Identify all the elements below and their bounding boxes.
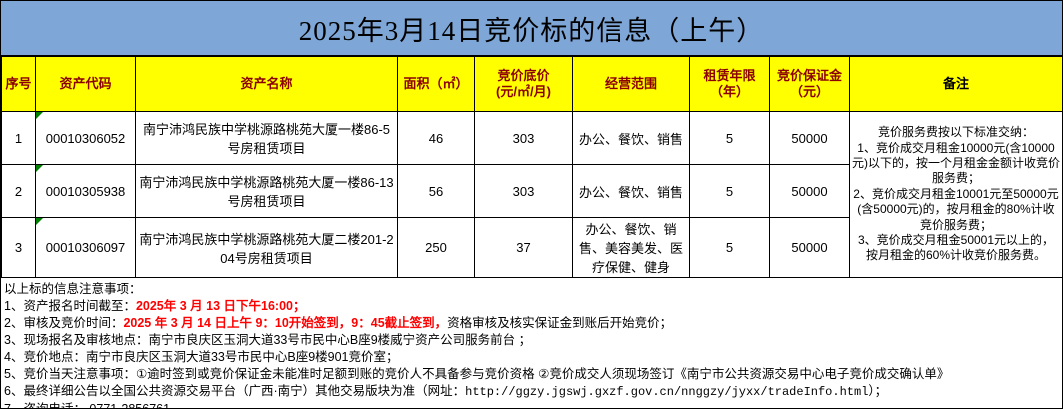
cell-asset-code: 00010305938: [35, 164, 136, 218]
cell-business-scope: 办公、餐饮、销售: [572, 164, 690, 218]
note-text: 6、最终详细公告以全国公共资源交易平台（广西·南宁）其他交易版块为准（网址：: [4, 384, 466, 398]
cell-deposit: 50000: [769, 217, 850, 278]
cell-asset-code: 00010306097: [35, 217, 136, 278]
green-corner-indicator-icon: [36, 218, 43, 225]
note-text: 资格审核及核实保证金到账后开始竞价；: [447, 316, 673, 330]
note-text: ）；: [868, 384, 888, 398]
cell-remark: 竞价服务费按以下标准交纳： 1、竞价成交月租金10000元(含10000元)以下…: [849, 111, 1062, 278]
remark-line: 2、竞价成交月租金10001元至50000元(含50000元)的，按月租金的80…: [853, 186, 1059, 232]
cell-floor-price: 303: [474, 164, 573, 218]
col-header-business-scope: 经营范围: [572, 56, 690, 112]
col-header-deposit: 竞价保证金 （元）: [769, 56, 850, 112]
notes-heading: 以上标的信息注意事项：: [4, 282, 142, 296]
col-header-no: 序号: [1, 56, 36, 112]
cell-lease-years: 5: [689, 111, 770, 165]
note-text: 2、审核及竞价时间：: [4, 316, 124, 330]
col-header-remark: 备注: [849, 56, 1062, 112]
asset-code-text: 00010305938: [45, 183, 126, 199]
cell-business-scope: 办公、餐饮、销售: [572, 111, 690, 165]
cell-no: 1: [1, 111, 36, 165]
cell-lease-years: 5: [689, 164, 770, 218]
table-row: 3 00010306097 南宁沛鸿民族中学桃源路桃苑大厦二楼201-204号房…: [1, 217, 1063, 278]
remark-line: 3、竞价成交月租金50001元以上的，按月租金的60%计收竞价服务费。: [857, 232, 1055, 263]
note-line: 1、资产报名时间截至：2025年 3 月 13 日下午16:00；: [4, 298, 1062, 315]
notes-section: 以上标的信息注意事项： 1、资产报名时间截至：2025年 3 月 13 日下午1…: [1, 278, 1062, 409]
note-line: 5、竞价当天注意事项：①逾时签到或竞价保证金未能准时足额到账的竞价人不具备参与竞…: [4, 366, 1062, 383]
col-header-asset-code: 资产代码: [35, 56, 136, 112]
header-row: 序号 资产代码 资产名称 面积（㎡） 竞价底价 (元/㎡/月) 经营范围 租赁年…: [1, 56, 1062, 112]
bidding-table: 序号 资产代码 资产名称 面积（㎡） 竞价底价 (元/㎡/月) 经营范围 租赁年…: [1, 56, 1063, 278]
note-text: 7、咨询电话： 0771-2856761。: [4, 402, 183, 409]
cell-deposit: 50000: [769, 164, 850, 218]
note-line: 7、咨询电话： 0771-2856761。: [4, 401, 1062, 409]
page-title: 2025年3月14日竞价标的信息（上午）: [1, 1, 1062, 56]
cell-deposit: 50000: [769, 111, 850, 165]
cell-asset-name: 南宁沛鸿民族中学桃源路桃苑大厦一楼86-5号房租赁项目: [135, 111, 398, 165]
asset-code-text: 00010306097: [45, 240, 126, 255]
note-line: 2、审核及竞价时间：2025 年 3 月 14 日上午 9：10开始签到，9：4…: [4, 315, 1062, 332]
announcement-url: http://ggzy.jgswj.gxzf.gov.cn/nnggzy/jyx…: [465, 385, 869, 399]
note-red-text: 2025年 3 月 13 日下午16:00；: [135, 299, 306, 313]
cell-asset-name: 南宁沛鸿民族中学桃源路桃苑大厦二楼201-204号房租赁项目: [135, 217, 398, 278]
note-text: 5、竞价当天注意事项：①逾时签到或竞价保证金未能准时足额到账的竞价人不具备参与竞…: [4, 367, 950, 381]
remark-line: 竞价服务费按以下标准交纳：: [877, 125, 1034, 140]
cell-area: 250: [397, 217, 475, 278]
green-corner-indicator-icon: [36, 165, 43, 172]
note-text: 3、现场报名及审核地点：南宁市良庆区玉洞大道33号市民中心B座9楼威宁资产公司服…: [4, 333, 532, 347]
asset-code-text: 00010306052: [45, 130, 126, 146]
note-line: 6、最终详细公告以全国公共资源交易平台（广西·南宁）其他交易版块为准（网址：ht…: [4, 383, 1062, 401]
note-line: 3、现场报名及审核地点：南宁市良庆区玉洞大道33号市民中心B座9楼威宁资产公司服…: [4, 332, 1062, 349]
col-header-asset-name: 资产名称: [135, 56, 398, 112]
cell-no: 2: [1, 164, 36, 218]
col-header-area: 面积（㎡）: [397, 56, 475, 112]
cell-no: 3: [1, 217, 36, 278]
remark-line: 1、竞价成交月租金10000元(含10000元)以下的，按一个月租金金额计收竞价…: [852, 140, 1060, 186]
note-text: 4、竞价地点：南宁市良庆区玉洞大道33号市民中心B座9楼901竞价室；: [4, 350, 399, 364]
note-line: 4、竞价地点：南宁市良庆区玉洞大道33号市民中心B座9楼901竞价室；: [4, 349, 1062, 366]
note-text: 1、资产报名时间截至：: [4, 299, 136, 313]
col-header-floor-price: 竞价底价 (元/㎡/月): [474, 56, 573, 112]
cell-area: 56: [397, 164, 475, 218]
cell-business-scope: 办公、餐饮、销售、美容美发、医疗保健、健身: [572, 217, 690, 278]
cell-lease-years: 5: [689, 217, 770, 278]
cell-asset-name: 南宁沛鸿民族中学桃源路桃苑大厦一楼86-13号房租赁项目: [135, 164, 398, 218]
cell-asset-code: 00010306052: [35, 111, 136, 165]
table-row: 1 00010306052 南宁沛鸿民族中学桃源路桃苑大厦一楼86-5号房租赁项…: [1, 111, 1062, 278]
col-header-lease-years: 租赁年限 （年）: [689, 56, 770, 112]
note-red-text: 2025 年 3 月 14 日上午 9：10开始签到，9：45截止签到，: [123, 316, 448, 330]
cell-floor-price: 303: [474, 111, 573, 165]
table-row: 2 00010305938 南宁沛鸿民族中学桃源路桃苑大厦一楼86-13号房租赁…: [1, 164, 1063, 218]
green-corner-indicator-icon: [36, 112, 43, 119]
cell-floor-price: 37: [474, 217, 573, 278]
cell-area: 46: [397, 111, 475, 165]
